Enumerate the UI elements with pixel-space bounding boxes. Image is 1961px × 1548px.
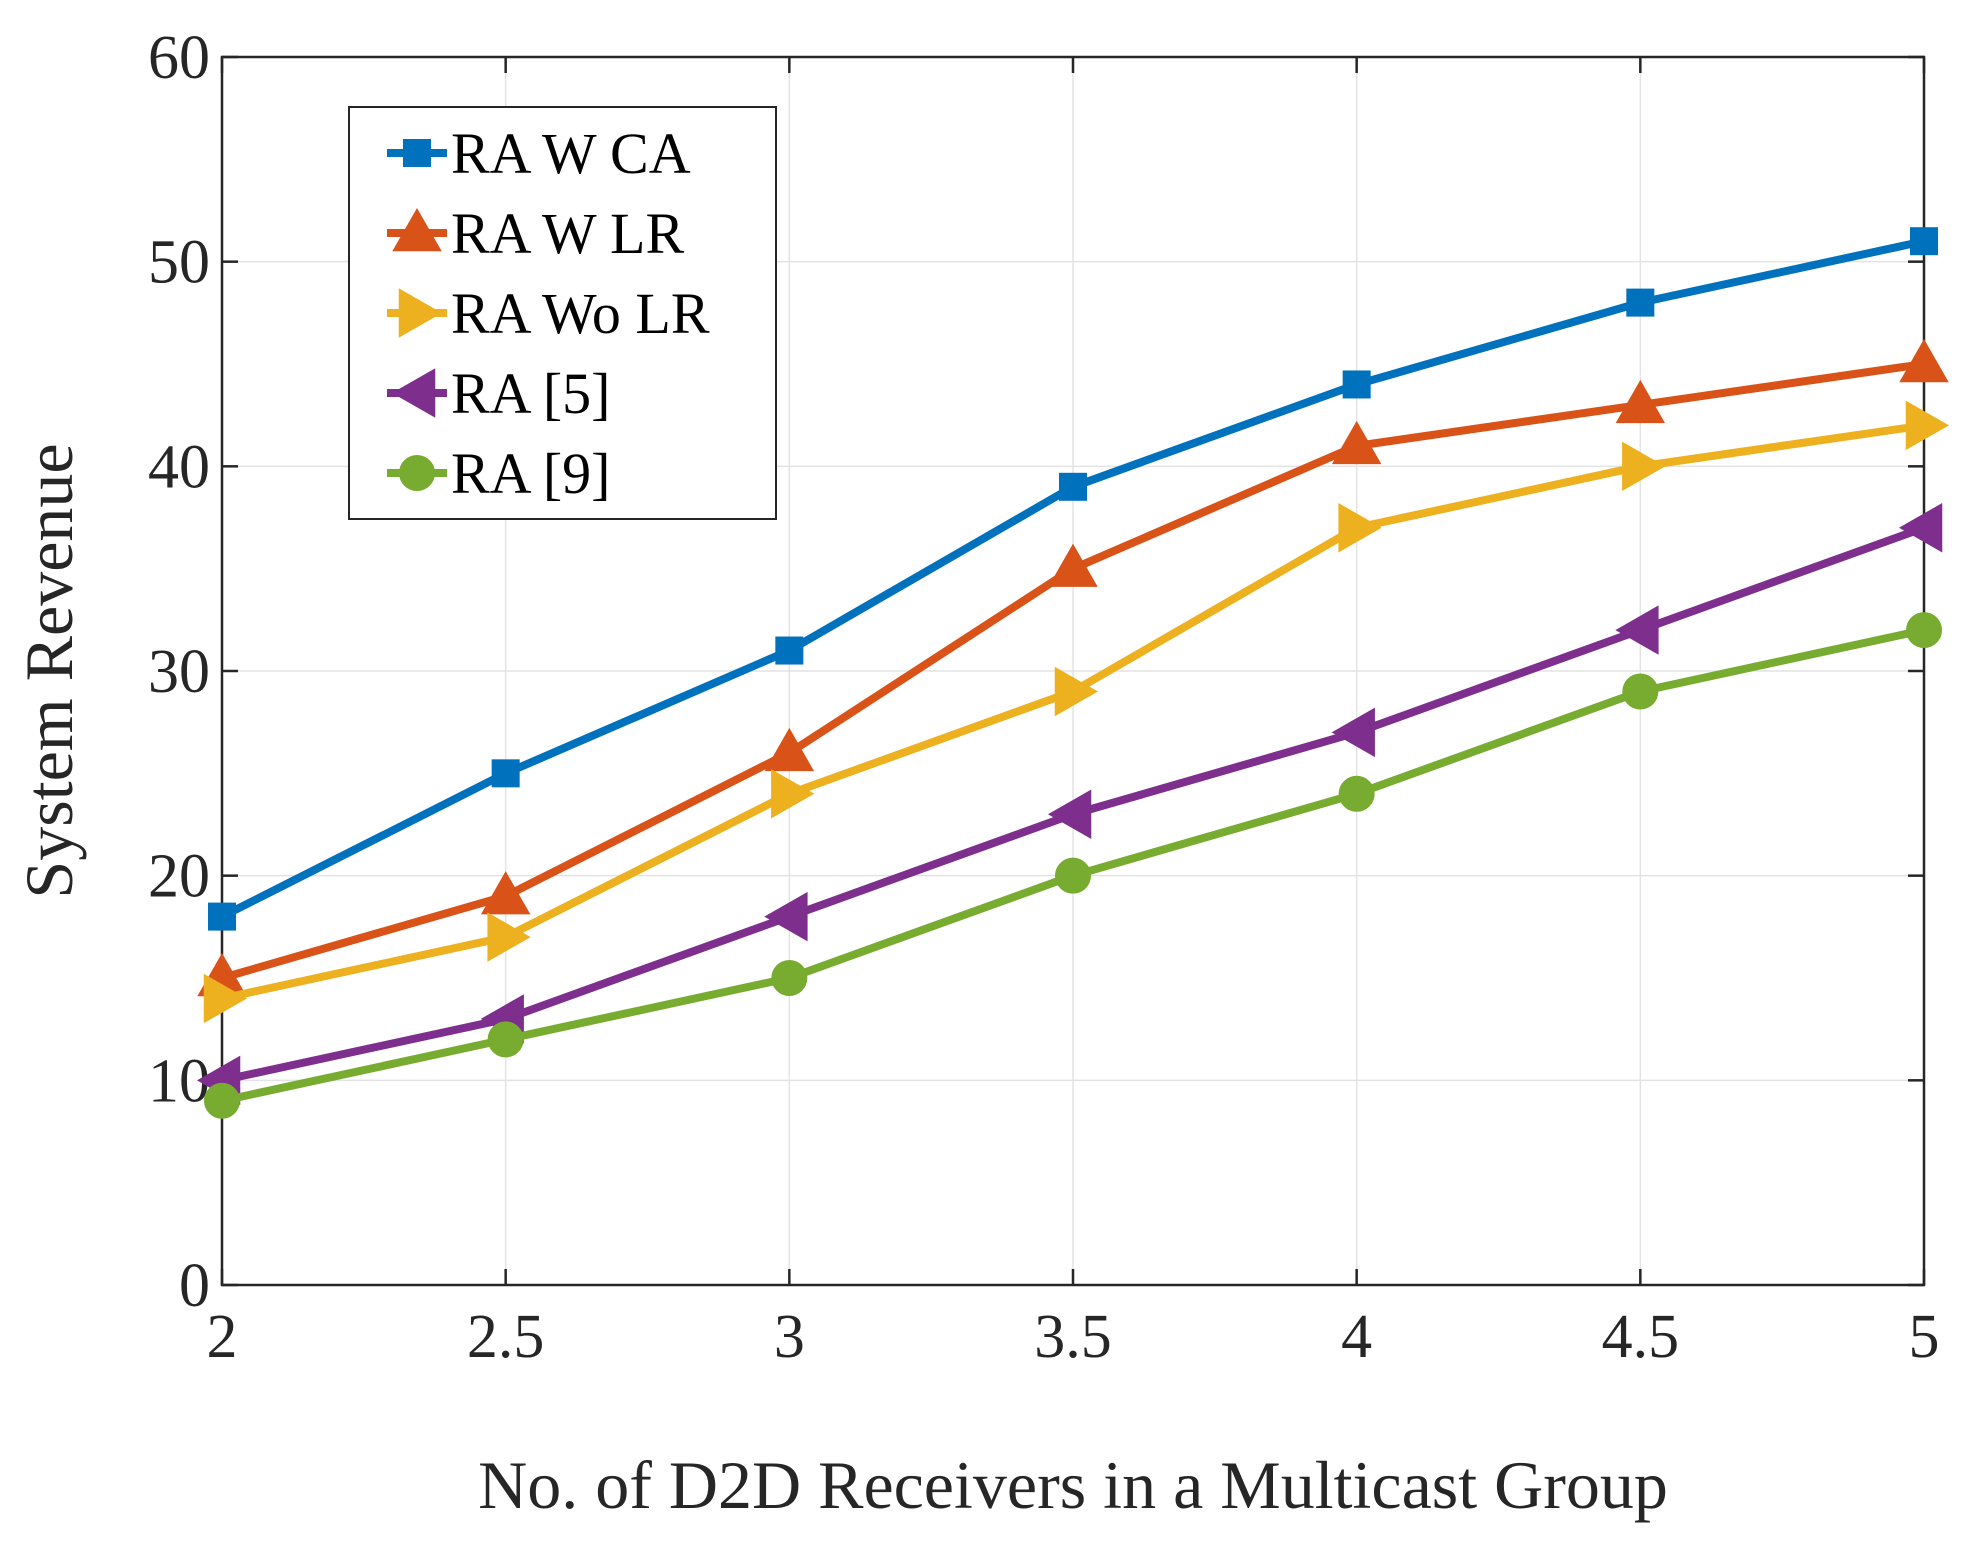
legend-marker — [399, 455, 435, 491]
y-axis-title: System Revenue — [11, 443, 87, 898]
y-tick-label: 0 — [179, 1252, 210, 1320]
series-ra-w-ca — [208, 227, 1938, 931]
y-tick-label: 60 — [148, 24, 210, 92]
data-point-ra-w-ca — [1626, 288, 1655, 317]
data-point-ra-5 — [1898, 503, 1943, 553]
x-tick-label: 5 — [1909, 1303, 1940, 1371]
x-axis-title: No. of D2D Receivers in a Multicast Grou… — [478, 1447, 1668, 1523]
series-ra-wo-lr — [203, 400, 1950, 1024]
data-point-ra-wo-lr — [771, 769, 815, 819]
data-point-ra-w-lr — [1899, 338, 1949, 383]
legend-label: RA W CA — [451, 121, 691, 186]
x-tick-label: 4.5 — [1602, 1303, 1680, 1371]
data-point-ra-9 — [487, 1021, 524, 1058]
data-point-ra-w-ca — [775, 636, 804, 665]
data-point-ra-wo-lr — [1338, 503, 1382, 553]
y-tick-label: 30 — [148, 638, 210, 706]
legend-marker — [398, 288, 443, 338]
legend-item-ra-wo-lr: RA Wo LR — [387, 281, 710, 346]
data-point-ra-wo-lr — [1622, 441, 1666, 492]
data-point-ra-wo-lr — [1054, 666, 1099, 717]
y-tick-label: 50 — [148, 229, 210, 297]
x-tick-label: 3 — [774, 1303, 805, 1371]
legend-label: RA W LR — [451, 201, 684, 266]
data-point-ra-9 — [771, 960, 808, 996]
data-point-ra-w-ca — [1342, 370, 1371, 399]
data-point-ra-5 — [1331, 707, 1375, 758]
data-point-ra-w-lr — [1048, 543, 1098, 587]
data-point-ra-5 — [764, 891, 808, 942]
legend-label: RA [5] — [451, 361, 611, 426]
data-point-ra-wo-lr — [1905, 400, 1950, 451]
data-point-ra-9 — [1055, 857, 1091, 894]
data-point-ra-w-lr — [480, 871, 531, 915]
series-group — [196, 227, 1950, 1119]
data-point-ra-w-lr — [1615, 379, 1666, 424]
data-point-ra-w-lr — [764, 727, 815, 772]
x-tick-label: 4 — [1341, 1303, 1372, 1371]
y-tick-label: 20 — [148, 843, 210, 911]
data-point-ra-9 — [1622, 673, 1659, 710]
x-tick-label: 2 — [207, 1303, 238, 1371]
data-point-ra-5 — [1615, 605, 1659, 655]
legend: RA W CA RA W LR RA Wo LR RA [5] RA [9] — [348, 106, 777, 520]
legend-item-ra-9: RA [9] — [387, 441, 611, 506]
legend-label: RA [9] — [451, 441, 611, 506]
data-point-ra-wo-lr — [203, 973, 248, 1024]
legend-marker — [391, 368, 436, 418]
y-tick-label: 40 — [148, 433, 210, 501]
series-ra-w-lr — [197, 338, 1949, 997]
data-point-ra-9 — [204, 1082, 240, 1119]
data-point-ra-w-ca — [208, 902, 236, 931]
data-point-ra-w-ca — [491, 759, 520, 788]
legend-marker — [403, 139, 431, 167]
legend-marker — [392, 207, 442, 252]
series-ra-9 — [204, 612, 1942, 1119]
x-tick-label: 3.5 — [1034, 1303, 1112, 1371]
data-point-ra-w-ca — [1059, 472, 1087, 501]
legend-label: RA Wo LR — [451, 281, 710, 346]
data-point-ra-wo-lr — [487, 912, 531, 962]
legend-item-ra-5: RA [5] — [387, 361, 611, 426]
x-tick-label: 2.5 — [467, 1303, 545, 1371]
data-point-ra-9 — [1338, 775, 1375, 812]
data-point-ra-w-lr — [1331, 420, 1382, 465]
data-point-ra-9 — [1906, 612, 1942, 649]
legend-item-ra-w-ca: RA W CA — [387, 121, 691, 186]
data-point-ra-5 — [1047, 789, 1092, 839]
data-point-ra-w-ca — [1910, 227, 1938, 256]
legend-item-ra-w-lr: RA W LR — [387, 201, 684, 266]
